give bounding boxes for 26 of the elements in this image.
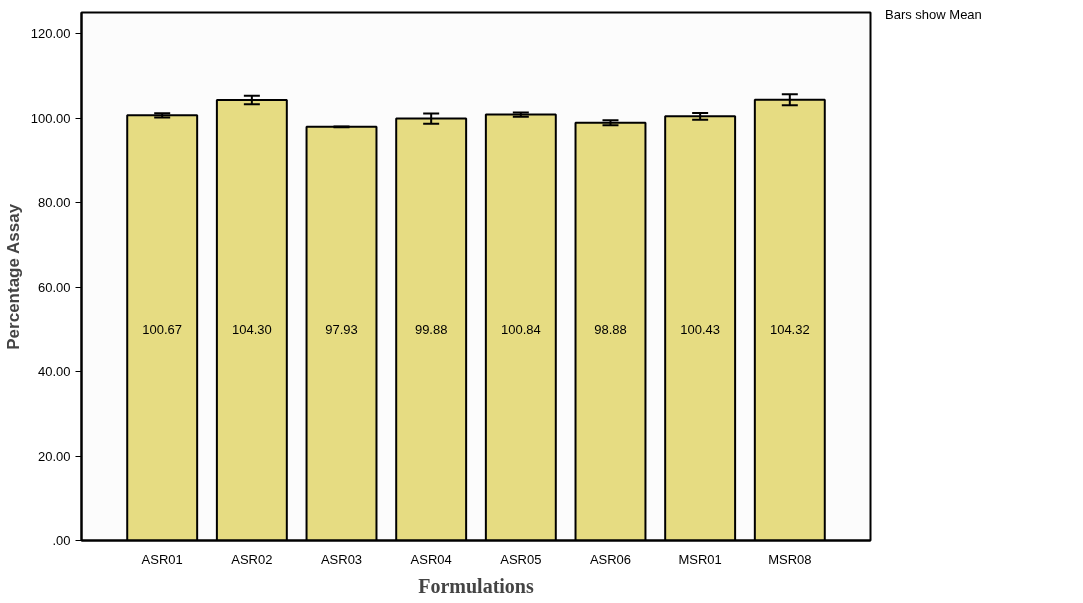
data-label: 99.88 [414, 321, 448, 337]
text: Bars show Mean [885, 6, 982, 24]
y-tick-label: 100.00 [30, 110, 71, 126]
x-tick-label: ASR05 [500, 551, 542, 567]
y-tick-label: .00 [52, 533, 71, 548]
x-tick-label: MSR01 [678, 551, 722, 567]
x-tick-label: ASR02 [231, 551, 273, 567]
y-tick-label: 60.00 [37, 279, 71, 295]
y-axis-title: Percentage Assay [3, 203, 23, 350]
data-label: 97.93 [325, 321, 358, 337]
data-label: 104.30 [231, 321, 272, 337]
x-axis-title: Formulations [418, 574, 534, 597]
data-label: 100.43 [680, 321, 721, 337]
data-label: 104.32 [769, 321, 810, 337]
x-tick-label: ASR01 [141, 551, 183, 567]
x-tick-label: ASR06 [589, 551, 632, 567]
y-tick-label: 80.00 [37, 195, 71, 211]
y-tick-label: 40.00 [37, 364, 71, 380]
x-tick-label: MSR08 [768, 551, 812, 567]
data-label: 98.88 [594, 321, 627, 337]
y-tick-label: 20.00 [37, 448, 71, 464]
y-tick-label: 120.00 [30, 26, 71, 42]
x-tick-label: ASR03 [320, 551, 363, 567]
data-label: 100.67 [142, 321, 183, 337]
x-tick-label: ASR04 [410, 551, 452, 567]
data-label: 100.84 [500, 321, 541, 337]
